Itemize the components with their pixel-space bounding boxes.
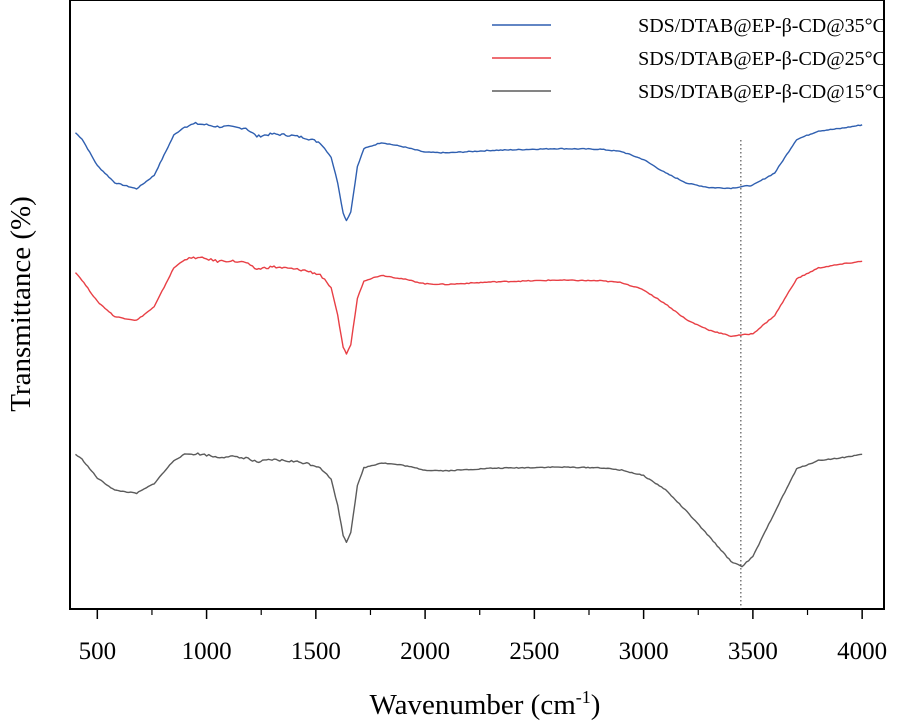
x-tick-label: 500 xyxy=(79,638,117,665)
series-line-3 xyxy=(75,452,863,568)
x-tick-label: 3500 xyxy=(728,638,778,665)
x-tick-label: 3000 xyxy=(619,638,669,665)
legend-label: SDS/DTAB@EP-β-CD@15°C xyxy=(638,81,886,103)
x-tick-label: 1000 xyxy=(182,638,232,665)
x-tick-label: 2500 xyxy=(509,638,559,665)
x-axis-title-close: ) xyxy=(591,689,601,721)
x-tick-label: 4000 xyxy=(837,638,887,665)
x-tick-label: 2000 xyxy=(400,638,450,665)
x-axis-title-superscript: -1 xyxy=(576,687,591,707)
series-layer xyxy=(74,121,863,568)
legend-label: SDS/DTAB@EP-β-CD@25°C xyxy=(638,48,886,70)
legend-label: SDS/DTAB@EP-β-CD@35°C xyxy=(638,15,886,37)
series-line-2 xyxy=(74,256,863,355)
series-line-1 xyxy=(74,121,863,222)
plot-frame xyxy=(69,0,885,610)
y-axis-title: Transmittance (%) xyxy=(5,196,37,412)
x-axis-title: Wavenumber (cm-1) xyxy=(370,687,601,721)
x-tick-label: 1500 xyxy=(291,638,341,665)
plot-area: 500 1000 1500 2000 2500 3000 3500 4000 xyxy=(69,0,887,665)
x-axis-ticks: 500 1000 1500 2000 2500 3000 3500 4000 xyxy=(79,609,887,665)
x-axis-title-main: Wavenumber (cm xyxy=(370,689,577,721)
legend: SDS/DTAB@EP-β-CD@35°C SDS/DTAB@EP-β-CD@25… xyxy=(492,15,886,103)
